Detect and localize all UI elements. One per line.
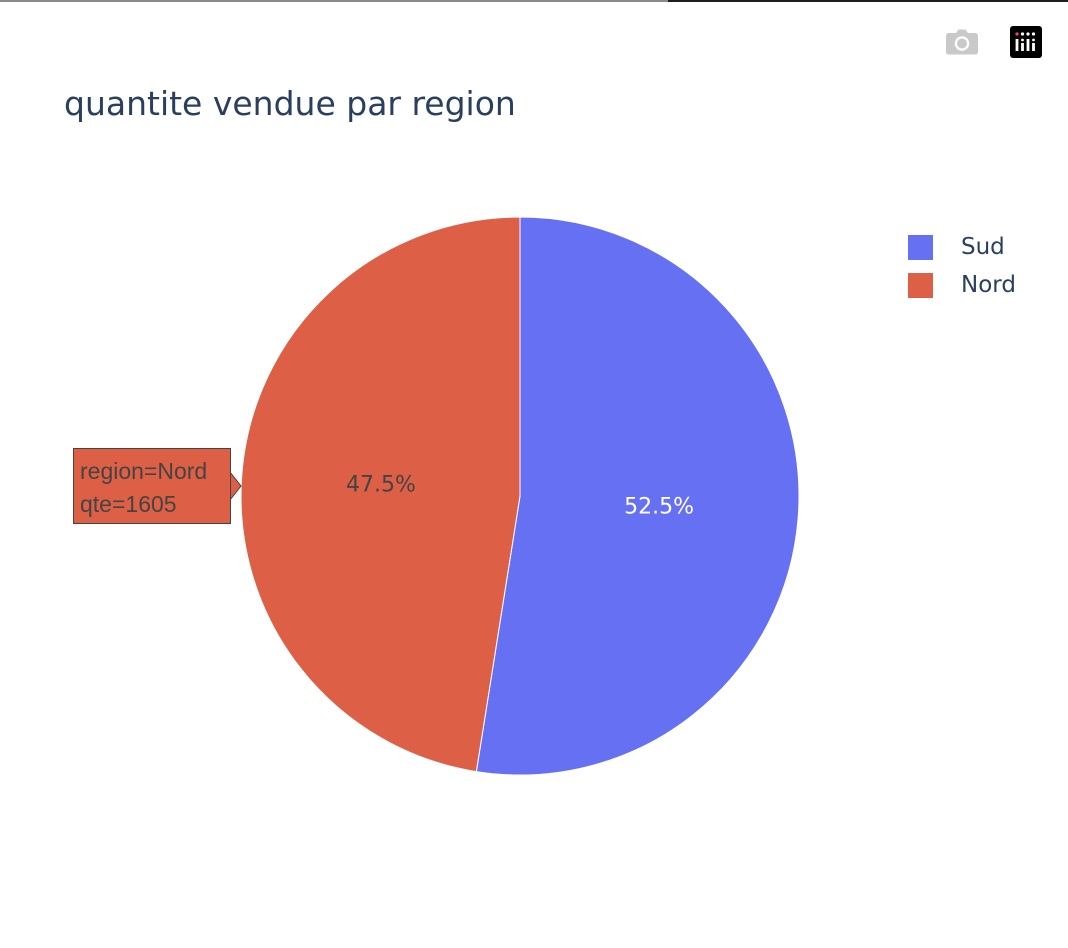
pie-slice-sud[interactable] (475, 216, 800, 776)
plotly-logo-icon[interactable] (1010, 26, 1042, 58)
hover-qte-text: qte=1605 (80, 491, 177, 517)
pie-label-sud: 52.5% (624, 494, 694, 519)
legend-swatch-sud (908, 234, 933, 260)
modebar (944, 26, 1042, 58)
hover-tooltip: region=Nord qte=1605 (73, 448, 231, 524)
legend-label-sud: Sud (961, 234, 1005, 260)
hover-pointer (229, 471, 242, 501)
top-border-light (0, 0, 668, 2)
pie-label-nord: 47.5% (346, 473, 416, 498)
camera-icon[interactable] (944, 26, 980, 58)
hover-region-text: region=Nord (80, 458, 208, 484)
legend-swatch-nord (908, 272, 933, 298)
legend-label-nord: Nord (961, 272, 1016, 298)
pie-slice-nord[interactable] (240, 216, 521, 773)
legend-item-sud[interactable]: Sud (908, 228, 1016, 266)
legend-item-nord[interactable]: Nord (908, 266, 1016, 304)
chart-title: quantite vendue par region (64, 84, 516, 123)
legend: Sud Nord (908, 228, 1016, 304)
top-border-dark (668, 0, 1068, 2)
